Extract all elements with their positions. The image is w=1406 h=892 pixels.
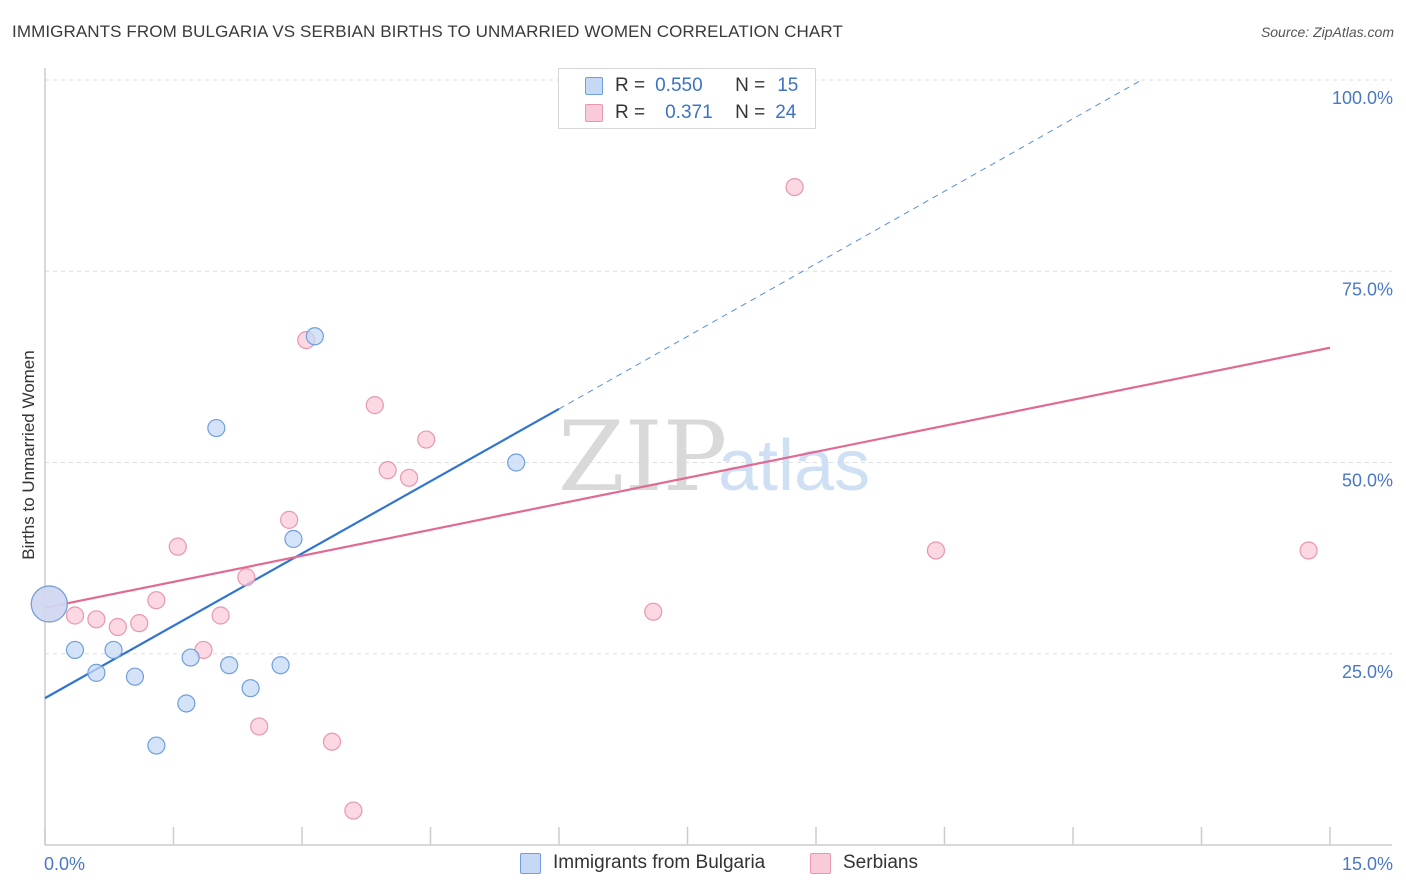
series-legend-serbians[interactable]: Serbians [810,852,918,874]
y-tick-label: 50.0% [1342,471,1393,491]
data-point-serbians [1299,541,1318,560]
chart-title: IMMIGRANTS FROM BULGARIA VS SERBIAN BIRT… [12,22,843,41]
y-tick-label: 75.0% [1342,279,1393,299]
grid-layer [45,79,1392,655]
series-legend-bulgaria[interactable]: Immigrants from Bulgaria [520,852,765,874]
data-point-bulgaria [177,694,196,713]
data-point-bulgaria [284,529,303,549]
data-point-bulgaria [305,327,324,346]
source-label: Source: ZipAtlas.com [1260,24,1394,40]
data-point-serbians [280,510,299,529]
series-label-bulgaria: Immigrants from Bulgaria [553,852,766,873]
data-point-serbians [365,396,384,415]
data-point-serbians [399,468,419,487]
data-point-bulgaria [241,679,260,698]
data-point-serbians [108,617,127,637]
legend-n-label: N = [735,102,766,123]
data-point-serbians [168,537,187,556]
data-point-bulgaria [181,648,200,667]
watermark: ZIP atlas [558,401,870,513]
data-point-bulgaria [207,418,226,438]
data-point-bulgaria [104,640,123,660]
data-point-serbians [322,732,342,751]
y-tick-label: 100.0% [1332,88,1393,108]
legend-r-value-bulgaria: 0.550 [655,75,703,96]
legend-n-value-serbians: 24 [775,102,797,123]
data-point-bulgaria [30,585,68,623]
legend-r-value-serbians: 0.371 [665,102,713,123]
legend-row-bulgaria: R = 0.550 N = 15 [585,74,798,98]
data-point-bulgaria [220,656,239,675]
data-point-bulgaria [271,656,290,675]
trend-line-bulgaria-extension [558,79,1142,410]
series-swatch-serbians [810,852,831,874]
data-point-serbians [926,541,946,560]
data-point-bulgaria [125,667,145,686]
correlation-legend: R = 0.550 N = 15 R = 0.371 N = 24 [558,68,816,129]
data-point-serbians [237,568,256,587]
data-point-bulgaria [65,640,85,660]
trend-line-bulgaria [44,407,560,700]
x-tick-label: 0.0% [44,854,85,874]
x-tick-label: 15.0% [1342,854,1393,874]
legend-swatch-serbians [585,104,603,122]
legend-r-label: R = [615,75,646,96]
data-point-serbians [344,801,363,820]
data-point-serbians [378,461,397,480]
data-point-serbians [417,430,436,449]
data-point-serbians [65,606,85,625]
data-point-bulgaria [147,736,166,755]
data-point-serbians [211,606,230,625]
data-point-serbians [147,591,166,610]
trend-line-serbians [44,346,1331,609]
data-point-serbians [250,717,269,736]
data-point-serbians [87,610,106,629]
y-axis-title: Births to Unmarried Women [19,350,38,559]
data-point-serbians [785,178,804,197]
data-point-serbians [644,602,663,621]
series-label-serbians: Serbians [843,852,918,873]
data-point-bulgaria [507,453,526,472]
legend-row-serbians: R = 0.371 N = 24 [585,101,796,125]
legend-n-value-bulgaria: 15 [777,75,799,96]
legend-n-label: N = [735,75,766,96]
series-swatch-bulgaria [520,852,541,874]
axes-layer [44,68,1392,846]
watermark-zip: ZIP [558,401,727,513]
y-tick-label: 25.0% [1342,662,1393,682]
legend-r-label: R = [615,102,646,123]
data-point-bulgaria [87,663,106,682]
labels-layer: 25.0% 50.0% 75.0% 100.0% 0.0% 15.0% [44,88,1393,874]
legend-swatch-bulgaria [585,77,603,95]
trend-layer [44,79,1331,700]
series-legend: Immigrants from Bulgaria Serbians [0,852,1406,878]
data-point-serbians [130,614,149,633]
